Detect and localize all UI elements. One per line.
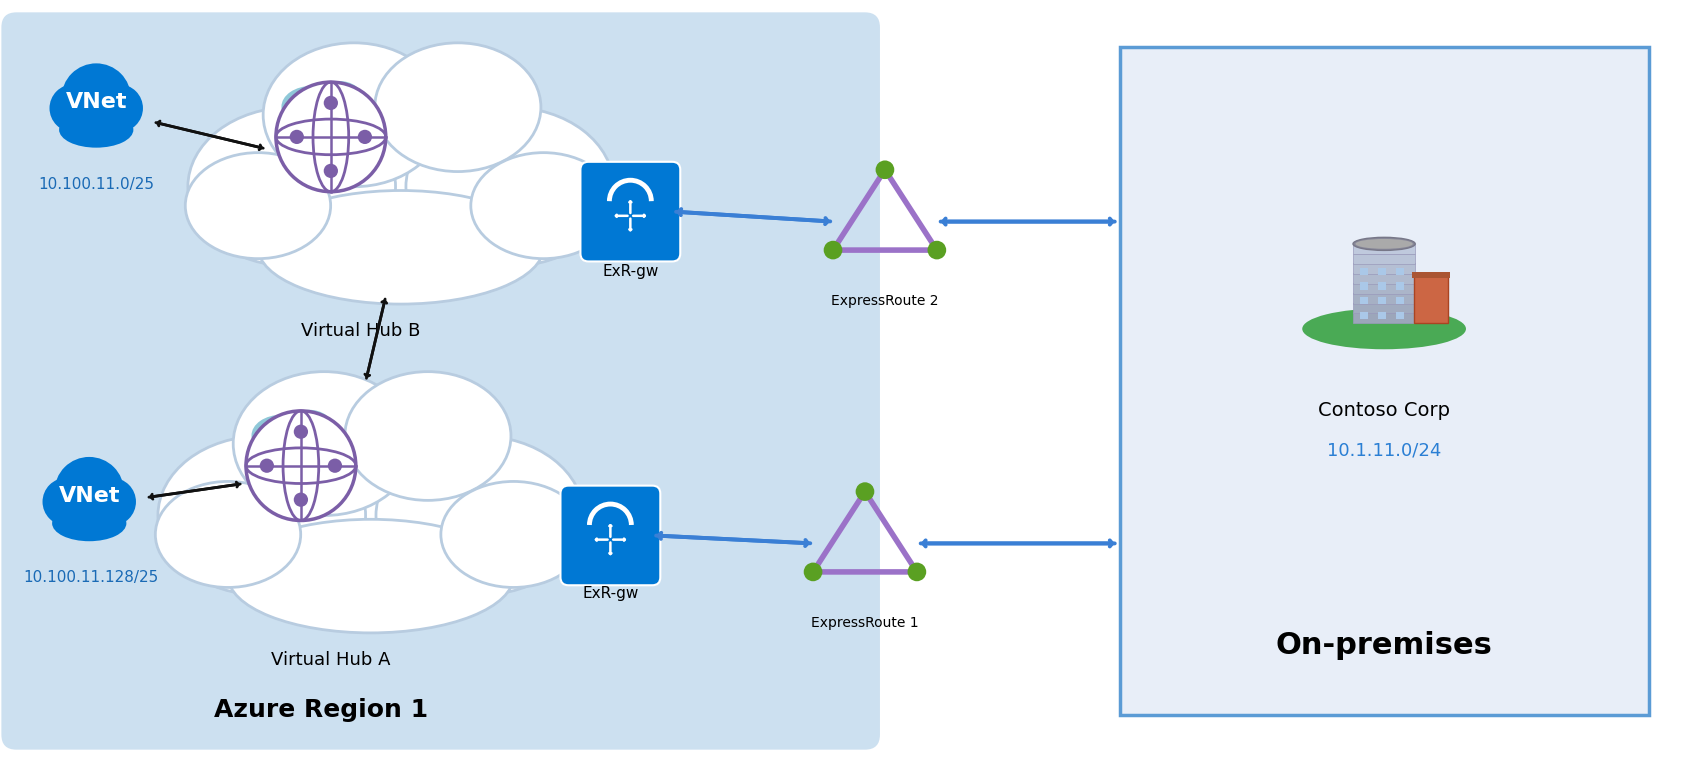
- FancyBboxPatch shape: [1353, 313, 1415, 323]
- Ellipse shape: [88, 478, 135, 525]
- Circle shape: [907, 562, 926, 581]
- FancyBboxPatch shape: [2, 12, 880, 750]
- Ellipse shape: [185, 152, 330, 259]
- Circle shape: [928, 241, 946, 260]
- Ellipse shape: [229, 411, 513, 620]
- Text: ExpressRoute 1: ExpressRoute 1: [811, 616, 919, 630]
- FancyBboxPatch shape: [1395, 312, 1403, 319]
- Ellipse shape: [440, 482, 586, 588]
- FancyBboxPatch shape: [1353, 244, 1415, 254]
- Text: Virtual Hub B: Virtual Hub B: [301, 322, 420, 340]
- FancyBboxPatch shape: [1359, 267, 1368, 275]
- FancyBboxPatch shape: [1353, 293, 1415, 303]
- FancyBboxPatch shape: [1359, 282, 1368, 290]
- Ellipse shape: [406, 107, 613, 267]
- Ellipse shape: [234, 372, 415, 516]
- Circle shape: [824, 241, 843, 260]
- FancyBboxPatch shape: [1412, 272, 1449, 278]
- FancyBboxPatch shape: [1359, 312, 1368, 319]
- Circle shape: [875, 160, 894, 179]
- FancyBboxPatch shape: [581, 162, 681, 261]
- Circle shape: [357, 129, 372, 144]
- Circle shape: [323, 164, 339, 178]
- Text: Contoso Corp: Contoso Corp: [1319, 401, 1451, 421]
- FancyBboxPatch shape: [1395, 267, 1403, 275]
- Ellipse shape: [281, 86, 342, 128]
- Text: On-premises: On-premises: [1277, 630, 1493, 660]
- FancyBboxPatch shape: [1378, 312, 1387, 319]
- FancyBboxPatch shape: [1119, 47, 1649, 715]
- Ellipse shape: [471, 152, 616, 259]
- Ellipse shape: [262, 43, 445, 187]
- Text: Azure Region 1: Azure Region 1: [213, 698, 428, 722]
- Ellipse shape: [95, 84, 142, 132]
- Ellipse shape: [52, 506, 127, 542]
- FancyBboxPatch shape: [1353, 264, 1415, 274]
- Ellipse shape: [286, 410, 332, 443]
- Ellipse shape: [229, 519, 513, 633]
- Circle shape: [290, 129, 305, 144]
- Circle shape: [259, 459, 274, 473]
- Circle shape: [804, 562, 823, 581]
- Text: ExR-gw: ExR-gw: [603, 264, 659, 279]
- Ellipse shape: [376, 436, 584, 595]
- FancyBboxPatch shape: [1353, 254, 1415, 264]
- FancyBboxPatch shape: [1359, 297, 1368, 304]
- Circle shape: [328, 459, 342, 473]
- FancyBboxPatch shape: [1353, 273, 1415, 284]
- Ellipse shape: [317, 81, 362, 114]
- Text: 10.100.11.0/25: 10.100.11.0/25: [39, 177, 154, 192]
- FancyBboxPatch shape: [1353, 283, 1415, 293]
- Text: 10.1.11.0/24: 10.1.11.0/24: [1327, 442, 1441, 460]
- FancyBboxPatch shape: [560, 486, 660, 585]
- FancyBboxPatch shape: [1378, 267, 1387, 275]
- Ellipse shape: [54, 457, 124, 526]
- Ellipse shape: [1302, 309, 1466, 349]
- Circle shape: [245, 411, 356, 521]
- Ellipse shape: [61, 64, 130, 133]
- Text: 10.100.11.128/25: 10.100.11.128/25: [24, 570, 159, 584]
- Ellipse shape: [42, 478, 90, 525]
- Ellipse shape: [188, 107, 396, 267]
- FancyBboxPatch shape: [1395, 282, 1403, 290]
- Ellipse shape: [252, 414, 312, 457]
- Ellipse shape: [157, 436, 366, 595]
- Circle shape: [855, 483, 874, 501]
- Ellipse shape: [1356, 239, 1412, 249]
- Ellipse shape: [49, 84, 98, 132]
- Ellipse shape: [374, 43, 540, 172]
- Text: ExpressRoute 2: ExpressRoute 2: [831, 294, 938, 308]
- Ellipse shape: [59, 112, 134, 148]
- Ellipse shape: [257, 83, 543, 291]
- FancyBboxPatch shape: [1395, 297, 1403, 304]
- Circle shape: [276, 82, 386, 192]
- Ellipse shape: [1353, 237, 1415, 250]
- Text: ExR-gw: ExR-gw: [582, 586, 638, 601]
- FancyBboxPatch shape: [1353, 303, 1415, 313]
- Ellipse shape: [257, 191, 543, 304]
- Ellipse shape: [345, 372, 511, 500]
- Text: Virtual Hub A: Virtual Hub A: [271, 651, 391, 669]
- Text: VNet: VNet: [59, 486, 120, 506]
- Text: VNet: VNet: [66, 92, 127, 112]
- Ellipse shape: [156, 482, 301, 588]
- Circle shape: [295, 493, 308, 507]
- FancyBboxPatch shape: [1378, 282, 1387, 290]
- FancyBboxPatch shape: [1414, 276, 1448, 323]
- Circle shape: [295, 424, 308, 439]
- Circle shape: [323, 96, 339, 110]
- FancyBboxPatch shape: [1378, 297, 1387, 304]
